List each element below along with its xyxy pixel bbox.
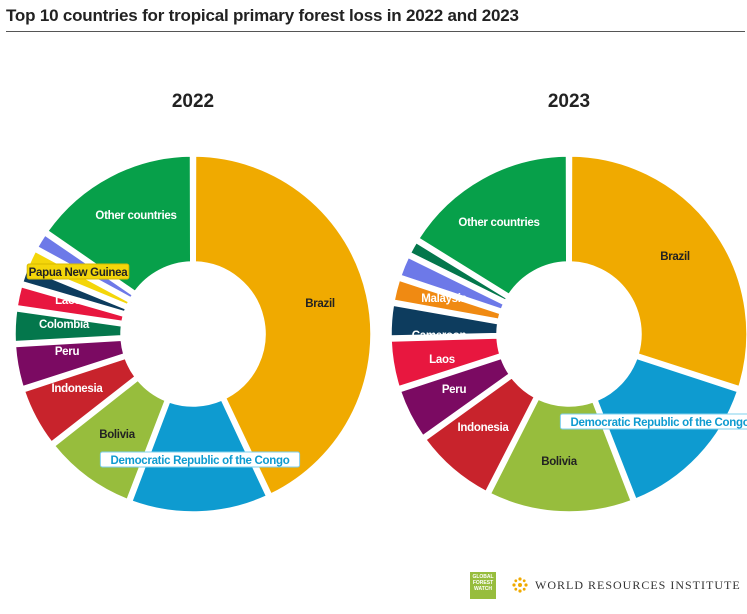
svg-text:Other countries: Other countries — [95, 210, 176, 222]
slice-indonesia-2023 — [425, 377, 536, 493]
slice-nicaragua-2023 — [409, 241, 508, 301]
svg-text:Brazil: Brazil — [305, 298, 335, 310]
slice-label-democratic-republic-of-the-congo-2023: Democratic Republic of the Congo — [559, 413, 747, 430]
svg-text:Bolivia: Bolivia — [541, 456, 578, 468]
slice-laos-2022 — [16, 285, 125, 323]
slice-bolivia-2022 — [53, 379, 167, 501]
slice-label-cameroon-2023: Cameroon — [412, 330, 467, 342]
donut-chart-2022: 2022 Brazil Democratic Republic of the Con… — [14, 91, 372, 513]
slice-label-peru-2022: Peru — [55, 346, 80, 358]
slice-label-other-countries-2022: Other countries — [95, 210, 176, 222]
wri-name: WORLD RESOURCES INSTITUTE — [535, 577, 741, 592]
slice-label-brazil-2022: Brazil — [305, 298, 335, 310]
slice-label-peru-2023: Peru — [442, 384, 467, 396]
global-forest-watch-logo: GLOBAL FOREST WATCH — [470, 572, 496, 599]
svg-text:Malaysia: Malaysia — [421, 293, 467, 305]
svg-text:Indonesia: Indonesia — [458, 422, 510, 434]
slice-colombia-2022 — [14, 310, 123, 343]
slice-peru-2022 — [14, 339, 125, 388]
slice-label-colombia-2022: Colombia — [39, 319, 90, 331]
svg-text:Peru: Peru — [442, 384, 467, 396]
donut-title-2022: 2022 — [172, 91, 214, 112]
slice-indonesia-2022 — [23, 357, 136, 443]
wri-branding: WORLD RESOURCES INSTITUTE — [511, 576, 741, 594]
chart-title: Top 10 countries for tropical primary fo… — [6, 6, 519, 25]
slice-label-indonesia-2023: Indonesia — [458, 422, 510, 434]
slice-label-bolivia-2023: Bolivia — [541, 456, 578, 468]
wri-logo-icon — [512, 577, 528, 593]
slice-cameroon-2023 — [390, 304, 499, 337]
svg-text:Democratic Republic of the Con: Democratic Republic of the Congo — [111, 455, 290, 467]
svg-text:Bolivia: Bolivia — [99, 429, 136, 441]
slice-label-laos-2023: Laos — [429, 354, 455, 366]
svg-text:Colombia: Colombia — [39, 319, 90, 331]
slice-peru-2023 — [399, 357, 510, 437]
svg-text:Papua New Guinea: Papua New Guinea — [29, 267, 129, 279]
slice-label-other-countries-2023: Other countries — [458, 217, 539, 229]
svg-text:Other countries: Other countries — [458, 217, 539, 229]
slice-label-papua-new-guinea-2022: Papua New Guinea — [26, 263, 130, 280]
donut-chart-2023: 2023 Brazil Democratic Republic of the Con… — [390, 91, 747, 513]
slice-label-brazil-2023: Brazil — [660, 251, 690, 263]
svg-text:Indonesia: Indonesia — [52, 383, 104, 395]
slice-label-democratic-republic-of-the-congo-2022: Democratic Republic of the Congo — [99, 451, 301, 468]
svg-text:Peru: Peru — [55, 346, 80, 358]
svg-text:Laos: Laos — [429, 354, 455, 366]
svg-text:Cameroon: Cameroon — [412, 330, 467, 342]
svg-text:Brazil: Brazil — [660, 251, 690, 263]
slice-papua-new-guinea-2023 — [393, 279, 501, 320]
slice-other-countries-2023 — [418, 155, 568, 296]
slice-other-countries-2022 — [47, 155, 192, 293]
slice-laos-2023 — [390, 337, 501, 388]
svg-text:Democratic Republic of the Con: Democratic Republic of the Congo — [571, 417, 747, 429]
slice-label-bolivia-2022: Bolivia — [99, 429, 136, 441]
slice-label-indonesia-2022: Indonesia — [52, 383, 104, 395]
title-divider — [6, 31, 745, 32]
slice-label-malaysia-2023: Malaysia — [421, 293, 468, 305]
slice-brazil-2023 — [570, 155, 747, 388]
svg-text:Laos: Laos — [55, 295, 81, 307]
slice-brazil-2022 — [194, 155, 372, 495]
slice-malaysia-2023 — [400, 256, 505, 310]
donut-title-2023: 2023 — [548, 91, 590, 112]
slice-label-laos-2022: Laos — [55, 295, 81, 307]
